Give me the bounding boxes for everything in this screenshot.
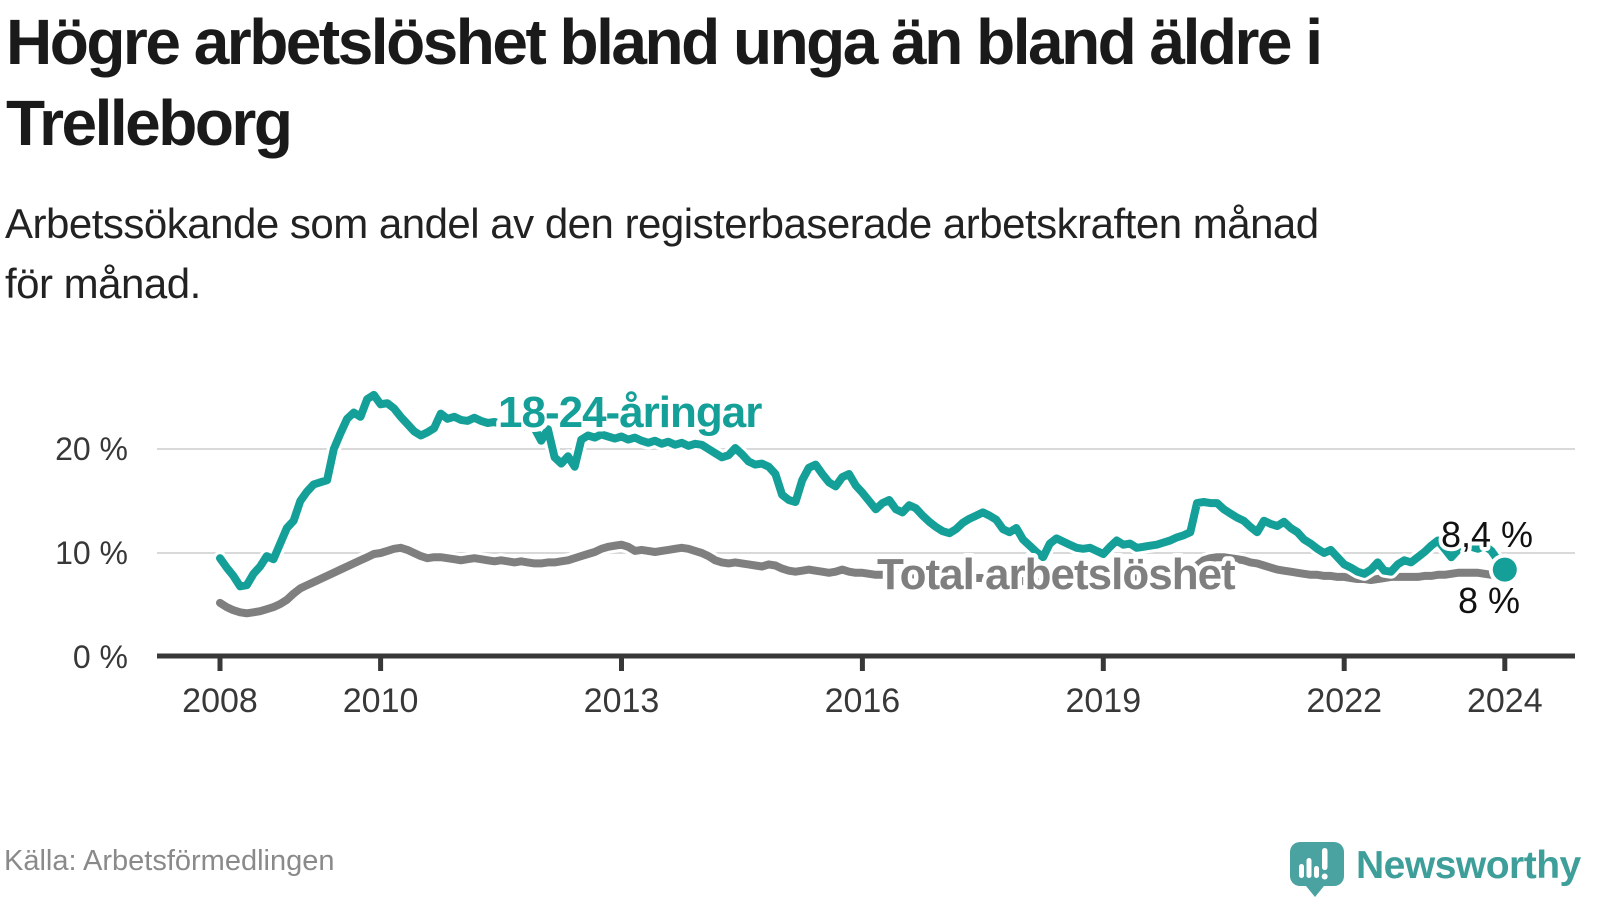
total-series-label: Total arbetslöshet: [877, 550, 1236, 599]
logo-exclamation-bar: [1322, 848, 1328, 870]
newsworthy-logo: Newsworthy: [1288, 834, 1600, 900]
page-title-line1: Högre arbetslöshet bland unga än bland ä…: [6, 6, 1323, 78]
page-subtitle-line1: Arbetssökande som andel av den registerb…: [5, 200, 1319, 247]
x-tick-label-2024: 2024: [1467, 682, 1543, 720]
newsworthy-wordmark: Newsworthy: [1356, 844, 1581, 887]
x-tick-label-2019: 2019: [1065, 682, 1141, 720]
logo-bar-3: [1314, 866, 1319, 878]
y-tick-label-0: 0 %: [73, 639, 128, 675]
page-title-line2: Trelleborg: [6, 86, 293, 159]
x-tick-label-2010: 2010: [343, 682, 419, 720]
logo-exclamation-dot: [1321, 873, 1328, 880]
x-tick-label-2022: 2022: [1306, 682, 1382, 720]
total-series-line: [216, 540, 1509, 618]
x-axis: 2008 2010 2013 2016 2019 2022 2024: [157, 653, 1575, 720]
y-tick-label-20: 20 %: [55, 431, 128, 467]
source-caption: Källa: Arbetsförmedlingen: [4, 845, 335, 877]
newsworthy-logo-icon: [1290, 842, 1344, 897]
logo-bar-2: [1306, 858, 1312, 878]
page-title: Högre arbetslöshet bland unga än bland ä…: [6, 2, 1551, 163]
youth-series-line: [216, 390, 1509, 591]
logo-bar-1: [1299, 864, 1304, 878]
y-tick-label-10: 10 %: [55, 535, 128, 571]
y-axis-tick-labels: 0 % 10 % 20 %: [55, 431, 128, 675]
page-subtitle: Arbetssökande som andel av den registerb…: [5, 194, 1550, 313]
page-subtitle-line2: för månad.: [5, 259, 201, 307]
youth-end-value-label: 8,4 %: [1441, 514, 1533, 555]
x-tick-label-2016: 2016: [825, 682, 901, 720]
x-tick-label-2008: 2008: [182, 682, 258, 720]
x-tick-label-2013: 2013: [584, 682, 660, 720]
total-end-value-label: 8 %: [1458, 580, 1520, 621]
youth-series-end-dot: [1492, 557, 1517, 582]
youth-series-label: 18-24-åringar: [498, 388, 762, 437]
